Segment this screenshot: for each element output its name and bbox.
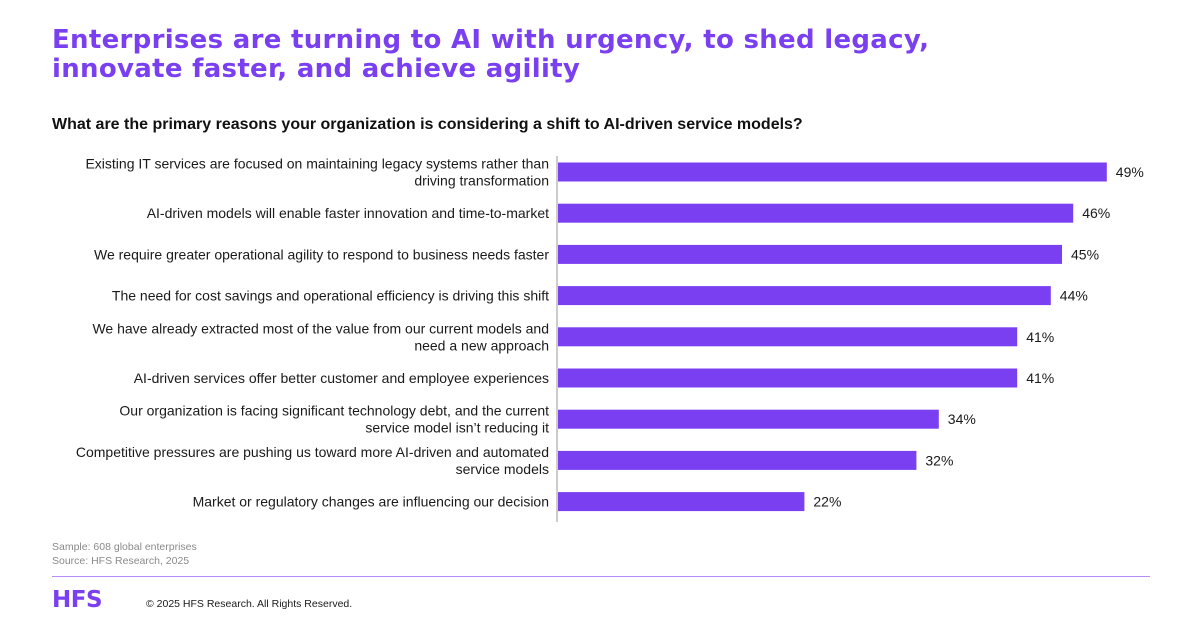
category-label: The need for cost savings and operationa…: [112, 288, 549, 304]
hfs-logo: HFS: [52, 587, 103, 613]
category-label: Competitive pressures are pushing us tow…: [76, 444, 549, 477]
data-label: 22%: [813, 494, 841, 510]
title-line-1: Enterprises are turning to AI with urgen…: [52, 25, 930, 55]
data-label: 41%: [1026, 370, 1054, 386]
data-label: 46%: [1082, 205, 1110, 221]
bar: [558, 286, 1051, 306]
bar: [558, 244, 1062, 264]
category-label: AI-driven models will enable faster inno…: [147, 205, 549, 221]
data-label: 49%: [1116, 164, 1144, 180]
bar: [558, 409, 939, 429]
title-line-2: innovate faster, and achieve agility: [52, 54, 581, 84]
bar: [558, 450, 917, 470]
bar: [558, 492, 805, 512]
category-label: Our organization is facing significant t…: [119, 403, 549, 436]
bar: [558, 327, 1018, 347]
footer-divider: [52, 576, 1150, 577]
bar: [558, 203, 1074, 223]
survey-question: What are the primary reasons your organi…: [52, 116, 803, 133]
sample-note: Sample: 608 global enterprises: [52, 541, 197, 553]
data-label: 45%: [1071, 246, 1099, 262]
copyright-text: © 2025 HFS Research. All Rights Reserved…: [146, 598, 353, 610]
data-label: 32%: [925, 452, 953, 468]
bar: [558, 162, 1107, 182]
category-label: We have already extracted most of the va…: [92, 320, 549, 353]
data-label: 34%: [948, 411, 976, 427]
category-label: Market or regulatory changes are influen…: [193, 494, 549, 510]
data-label: 44%: [1060, 288, 1088, 304]
source-note: Source: HFS Research, 2025: [52, 555, 190, 567]
category-label: We require greater operational agility t…: [94, 246, 549, 262]
chart-notes: Sample: 608 global enterprises Source: H…: [52, 540, 197, 568]
category-label: AI-driven services offer better customer…: [134, 370, 549, 386]
category-label: Existing IT services are focused on main…: [85, 156, 549, 189]
data-label: 41%: [1026, 329, 1054, 345]
bar: [558, 368, 1018, 388]
page-title: Enterprises are turning to AI with urgen…: [52, 26, 1152, 84]
